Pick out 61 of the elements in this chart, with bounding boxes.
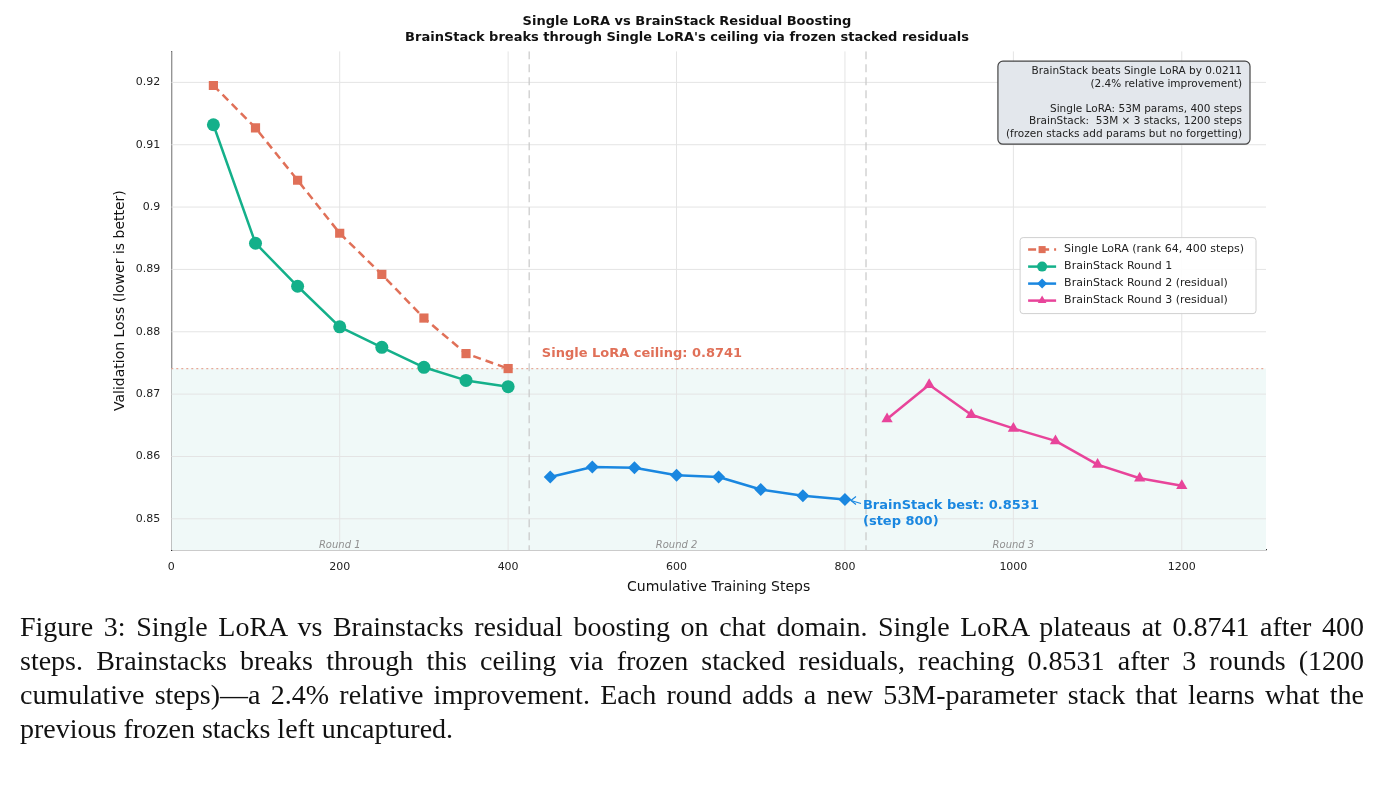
annotation: Single LoRA ceiling: 0.8741 bbox=[541, 345, 743, 361]
point bbox=[754, 483, 768, 497]
y-tick-label: 0.85 bbox=[135, 511, 161, 525]
point bbox=[712, 470, 726, 484]
point bbox=[250, 123, 261, 133]
point bbox=[377, 269, 387, 280]
y-tick-label: 0.86 bbox=[135, 449, 161, 463]
chart-title: Single LoRA vs BrainStack Residual Boosting bbox=[522, 13, 852, 29]
point bbox=[1134, 471, 1146, 482]
point bbox=[881, 412, 893, 423]
y-tick-label: 0.91 bbox=[135, 137, 161, 151]
point bbox=[627, 461, 641, 475]
point bbox=[291, 279, 305, 293]
legend-label: BrainStack Round 3 (residual) bbox=[1064, 293, 1228, 307]
point bbox=[796, 489, 810, 503]
point bbox=[1007, 421, 1019, 432]
point bbox=[419, 313, 429, 323]
legend-label: Single LoRA (rank 64, 400 steps) bbox=[1064, 242, 1244, 256]
annotation: Round 1 bbox=[318, 539, 361, 551]
legend-label: BrainStack Round 2 (residual) bbox=[1064, 276, 1228, 290]
annotation: BrainStack best: 0.8531 (step 800) bbox=[862, 496, 1039, 528]
point bbox=[459, 373, 473, 387]
point bbox=[923, 378, 935, 389]
point bbox=[585, 460, 599, 474]
point bbox=[417, 360, 431, 374]
legend-label: BrainStack Round 1 bbox=[1064, 259, 1173, 273]
x-tick-label: 1200 bbox=[1167, 560, 1196, 574]
y-tick-label: 0.88 bbox=[135, 324, 161, 338]
point bbox=[249, 236, 262, 250]
x-tick-label: 1000 bbox=[999, 560, 1028, 574]
point bbox=[206, 118, 220, 132]
point bbox=[461, 349, 471, 359]
point bbox=[375, 340, 389, 354]
x-tick-label: 0 bbox=[167, 560, 175, 574]
y-tick-label: 0.92 bbox=[135, 75, 161, 89]
annotation: Round 2 bbox=[655, 539, 698, 551]
point bbox=[293, 175, 303, 185]
x-axis-title: Cumulative Training Steps bbox=[627, 578, 811, 595]
caption: Figure 3: Single LoRA vs Brainstacks residual boosting on chat domain. Single LoRA plateaus at 0.8741 after 400 steps. Brainstacks breaks through this ceiling via frozen stacked residuals, reaching 0.8531 after 3 rounds (1200 cumulative steps)—a 2.4% relative improvement. Each round adds a new 53M-parameter stack that learns what the previous frozen stacks left uncaptured. bbox=[19, 610, 1365, 746]
y-tick-label: 0.87 bbox=[135, 386, 161, 400]
text: BrainStack beats Single LoRA by 0.0211 (2.4% relative improvement) Single LoRA: 53M params, 400 steps BrainStack: 53M × 3 stacks, 1200 steps (frozen stacks add params but no forgetting) bbox=[1005, 64, 1242, 139]
point bbox=[838, 493, 852, 506]
point bbox=[543, 470, 557, 484]
x-tick-label: 600 bbox=[666, 560, 688, 574]
point bbox=[501, 380, 515, 394]
point bbox=[208, 80, 218, 91]
point bbox=[333, 320, 347, 334]
y-tick-label: 0.9 bbox=[142, 199, 161, 213]
point bbox=[1091, 458, 1104, 468]
point bbox=[503, 363, 513, 374]
x-tick-label: 200 bbox=[329, 560, 351, 574]
x-tick-label: 800 bbox=[834, 560, 856, 574]
point bbox=[1176, 479, 1188, 490]
y-tick-label: 0.89 bbox=[135, 262, 161, 276]
chart-subtitle: BrainStack breaks through Single LoRA's ceiling via frozen stacked residuals bbox=[405, 28, 970, 44]
x-tick-label: 400 bbox=[497, 560, 519, 574]
point bbox=[670, 468, 684, 482]
y-axis-title: Validation Loss (lower is better) bbox=[111, 190, 128, 412]
point bbox=[965, 408, 977, 418]
point bbox=[335, 228, 345, 238]
annotation: Round 3 bbox=[992, 539, 1035, 551]
